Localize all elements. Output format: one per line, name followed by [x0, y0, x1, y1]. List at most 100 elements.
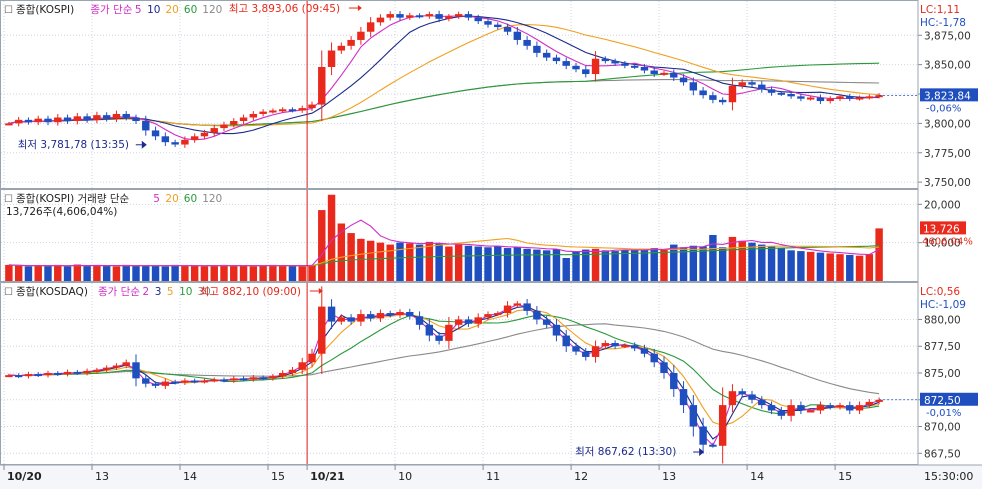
- candle: [533, 310, 541, 320]
- x-tick-label: 14: [750, 470, 764, 483]
- candle: [679, 77, 688, 83]
- candle: [210, 128, 218, 133]
- candle: [415, 15, 424, 18]
- candle: [318, 306, 326, 354]
- volume-bar: [298, 266, 306, 281]
- volume-bar: [582, 249, 590, 281]
- volume-bar: [278, 266, 287, 281]
- volume-bar: [513, 247, 522, 281]
- candle: [748, 82, 756, 85]
- x-tick-label: 11: [486, 470, 500, 483]
- candle: [366, 22, 375, 32]
- candle: [552, 57, 561, 62]
- candle: [660, 72, 668, 75]
- candle: [34, 374, 42, 377]
- candle: [14, 119, 23, 124]
- volume-bar: [190, 265, 199, 281]
- candle: [5, 375, 13, 378]
- volume-bar: [327, 194, 336, 281]
- volume-bar: [611, 251, 619, 281]
- volume-bar: [640, 248, 649, 281]
- volume-bar: [269, 264, 277, 281]
- ma-line-10: [8, 15, 880, 135]
- volume-bar: [630, 250, 639, 281]
- legend-item-5: 120: [202, 4, 222, 16]
- candle: [601, 343, 610, 347]
- volume-bar: [347, 233, 355, 281]
- volume-bar: [767, 246, 776, 281]
- candle: [611, 343, 619, 347]
- panel-toggle-icon: ☐: [4, 5, 13, 16]
- candle: [562, 335, 570, 347]
- candle: [181, 380, 189, 383]
- candle: [787, 405, 795, 416]
- volume-bar: [83, 266, 91, 281]
- volume-bar: [679, 247, 688, 281]
- candle: [425, 14, 434, 17]
- volume-bar: [748, 242, 756, 281]
- legend-item-2: 60: [184, 193, 197, 205]
- candle: [220, 379, 228, 382]
- volume-bar: [318, 210, 326, 281]
- candle: [474, 17, 482, 22]
- volume-bar: [435, 243, 443, 281]
- candle: [758, 399, 766, 406]
- candle: [239, 378, 248, 381]
- candle: [738, 391, 746, 395]
- candle: [523, 303, 531, 311]
- candle: [464, 14, 473, 18]
- candle: [337, 317, 346, 322]
- candle: [836, 96, 844, 99]
- candle: [738, 82, 746, 86]
- candle: [523, 39, 531, 46]
- volume-bar: [376, 242, 385, 281]
- candle: [748, 394, 756, 400]
- candle: [93, 115, 101, 120]
- legend-item-2: 3: [155, 286, 162, 298]
- candle: [54, 117, 62, 123]
- volume-bar: [54, 264, 62, 281]
- volume-bar: [503, 248, 512, 281]
- lc-label: LC:0,56: [920, 286, 960, 298]
- y-tick-label: 3,775,00: [924, 148, 971, 160]
- volume-bar: [406, 243, 414, 281]
- candle: [142, 378, 150, 384]
- y-tick-label: 10,000: [924, 238, 961, 250]
- candle: [269, 376, 277, 379]
- x-tick-label: 10/20: [7, 470, 42, 483]
- candle: [122, 362, 130, 366]
- current-change-value: -0,06%: [926, 103, 961, 114]
- legend-item-3: 20: [166, 4, 179, 16]
- ma-line-30: [8, 323, 880, 395]
- volume-subtitle: 13,726주(4,606,04%): [6, 206, 117, 218]
- candle: [767, 89, 776, 93]
- candle: [445, 16, 453, 19]
- volume-bar: [601, 250, 610, 281]
- candle: [83, 116, 91, 120]
- candle: [846, 96, 854, 99]
- candle: [327, 50, 336, 67]
- candle: [758, 84, 766, 90]
- vol-ma-5: [8, 219, 880, 267]
- candle: [230, 121, 238, 125]
- candle: [327, 306, 336, 322]
- candle: [259, 377, 267, 380]
- legend-item-0: 종가 단순: [90, 4, 132, 16]
- candle: [787, 94, 795, 97]
- volume-bar: [14, 265, 23, 281]
- volume-bar: [533, 249, 541, 281]
- candle: [826, 405, 834, 408]
- y-tick-label: 875,00: [924, 368, 961, 380]
- candle: [230, 378, 238, 381]
- panel-volume: ☐ 종합(KOSPI) 거래량 단순 5 20 60 120 13,726주(4,606,0…: [1, 190, 973, 281]
- candle: [288, 369, 297, 373]
- candle: [357, 314, 365, 322]
- volume-bar: [621, 249, 629, 281]
- volume-bar: [220, 264, 228, 281]
- candle: [151, 130, 160, 137]
- candle: [239, 117, 248, 122]
- candle: [278, 109, 287, 112]
- volume-bar: [777, 248, 786, 281]
- volume-bar: [875, 228, 883, 281]
